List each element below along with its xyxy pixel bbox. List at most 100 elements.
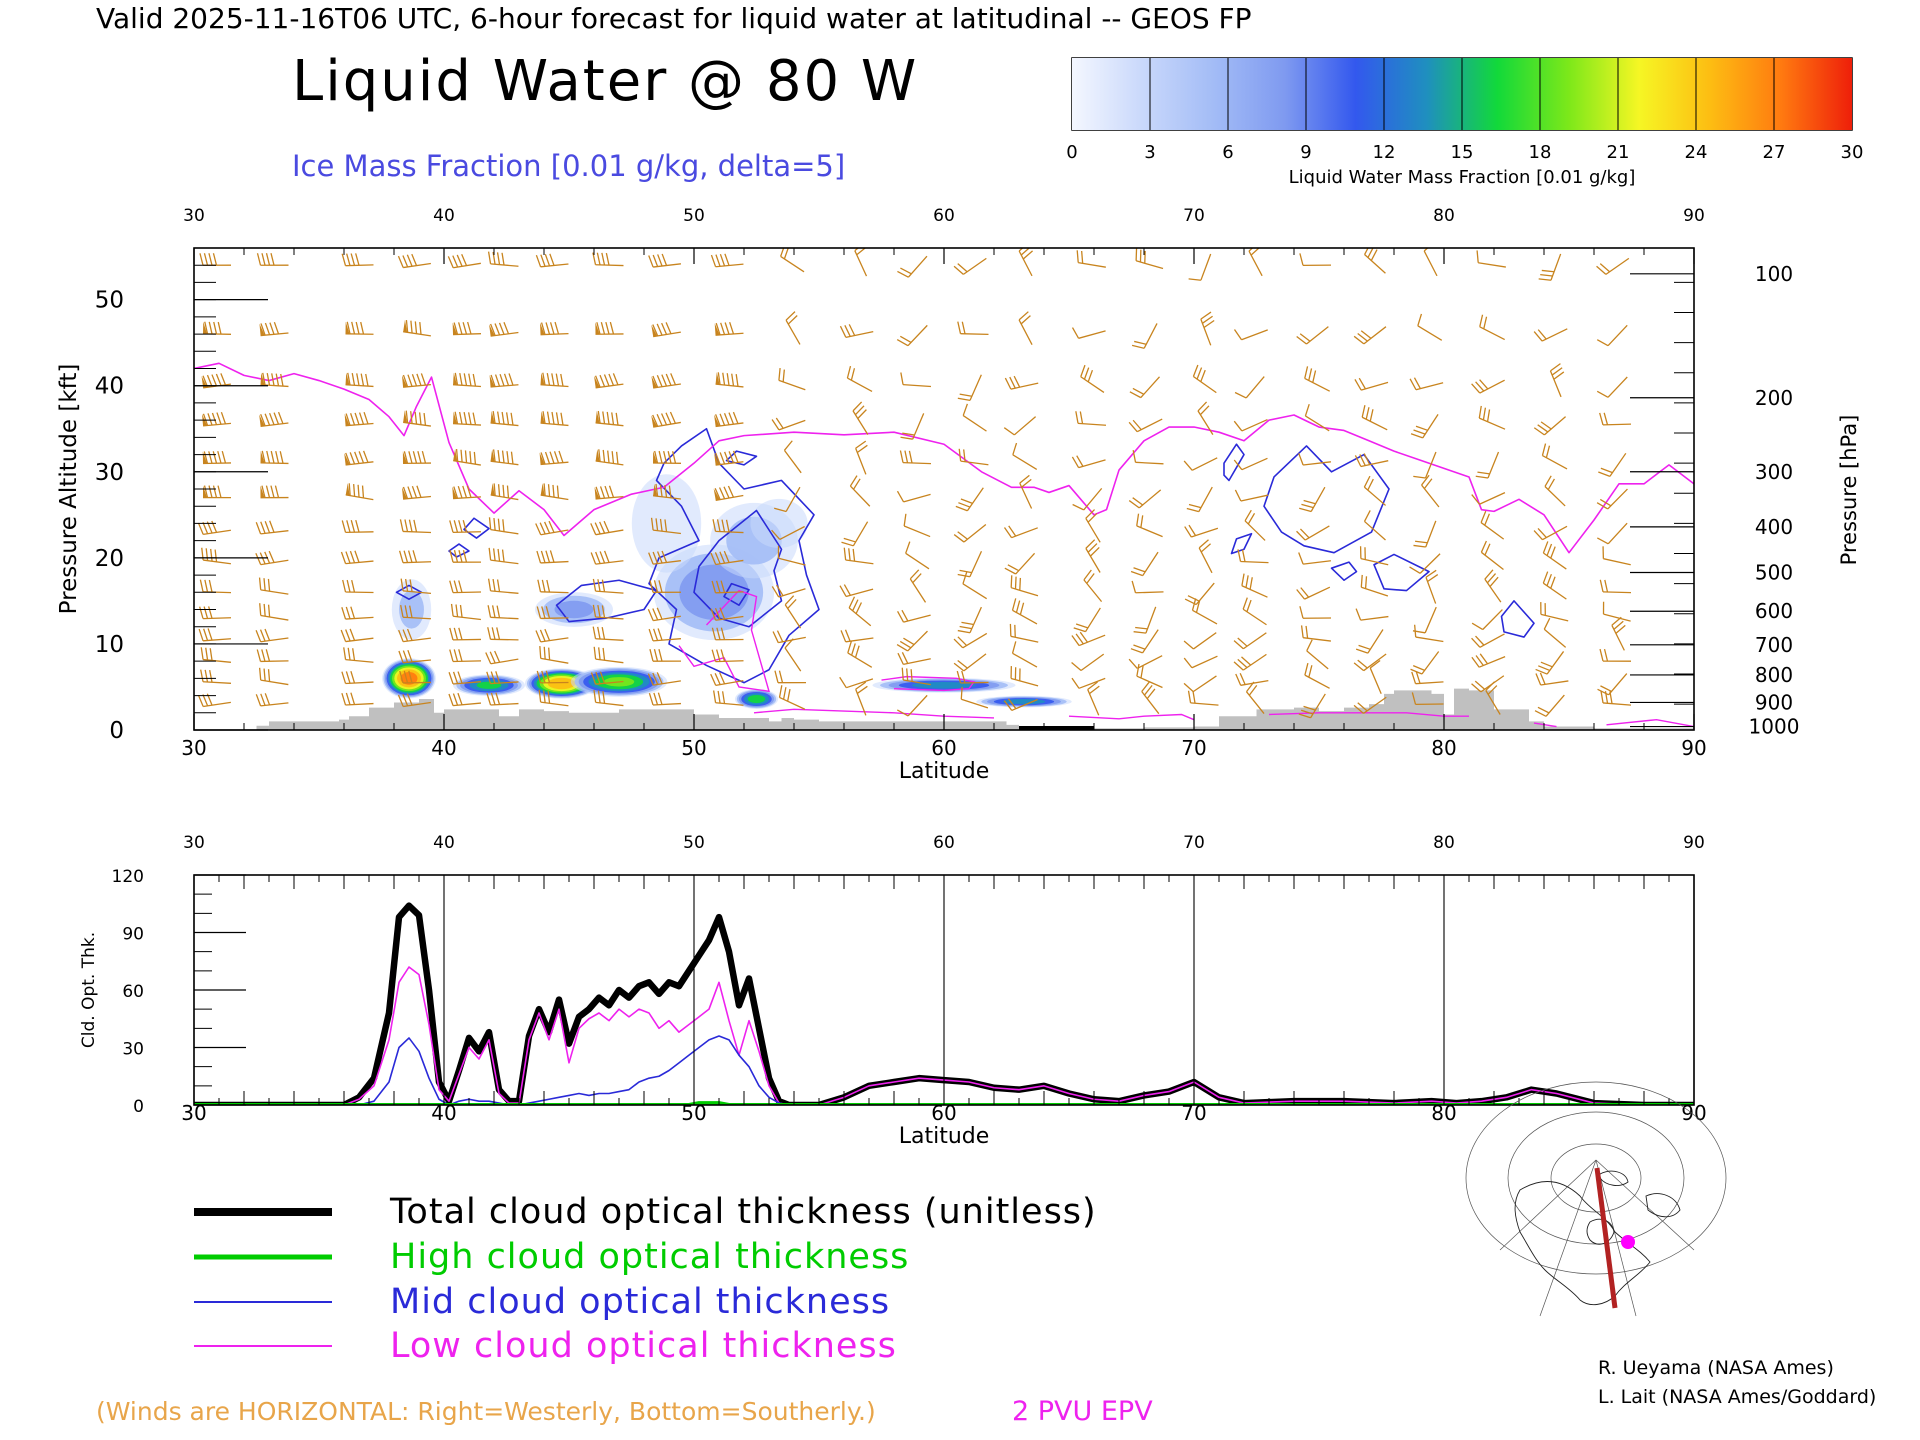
- liquid-water-blob: [554, 600, 594, 619]
- colorbar-tick-label: 15: [1451, 142, 1474, 163]
- winds-note: (Winds are HORIZONTAL: Right=Westerly, B…: [96, 1397, 876, 1426]
- y-tick-label: 30: [95, 460, 124, 486]
- epv-low-contour: [1533, 722, 1557, 728]
- wind-barb: [771, 525, 805, 540]
- bottom-y-tick-label: 30: [122, 1040, 144, 1060]
- epv-low-contour: [1068, 713, 1195, 721]
- pressure-tick-label: 900: [1755, 690, 1793, 714]
- wind-barb: [712, 519, 744, 534]
- wind-barb: [710, 672, 744, 687]
- x-tick-label-top: 60: [933, 206, 955, 226]
- wind-barb: [1010, 666, 1039, 687]
- wind-barb: [489, 322, 519, 337]
- wind-barb: [401, 485, 432, 500]
- wind-barb: [896, 490, 931, 503]
- wind-barb: [1425, 569, 1439, 604]
- wind-barb: [1543, 617, 1567, 648]
- liquid-water-blob: [547, 677, 576, 690]
- epv-low-contour: [753, 708, 995, 719]
- wind-barb: [896, 694, 928, 717]
- colorbar-tick-label: 12: [1373, 142, 1396, 163]
- wind-barb: [341, 519, 374, 533]
- wind-barb: [1409, 377, 1444, 391]
- wind-barb: [1599, 412, 1632, 426]
- wind-barb: [400, 604, 432, 620]
- wind-barb: [487, 578, 519, 594]
- wind-barb: [711, 627, 744, 641]
- legend-label-mid: Mid cloud optical thickness: [390, 1282, 890, 1322]
- wind-barb: [1361, 405, 1388, 431]
- wind-barb: [1242, 597, 1267, 626]
- wind-barb: [1136, 513, 1163, 538]
- wind-barb: [487, 251, 519, 267]
- wind-barb: [593, 646, 624, 664]
- wind-barb: [1598, 452, 1627, 477]
- wind-barb: [1009, 623, 1039, 643]
- wind-barb: [1611, 616, 1626, 651]
- wind-barb: [341, 671, 374, 685]
- wind-barb: [197, 520, 231, 536]
- wind-barb: [650, 517, 681, 535]
- wind-barb: [399, 670, 432, 684]
- wind-barb: [785, 311, 801, 345]
- wind-barb: [1542, 541, 1567, 570]
- wind-barb: [399, 519, 432, 534]
- wind-barb: [489, 373, 519, 388]
- legend-label-low: Low cloud optical thickness: [390, 1326, 897, 1366]
- wind-barb: [1072, 487, 1103, 511]
- wind-barb: [1413, 520, 1437, 548]
- wind-barb: [590, 550, 624, 565]
- wind-barb: [1544, 475, 1566, 507]
- wind-barb: [344, 412, 374, 427]
- wind-barb: [1083, 569, 1103, 603]
- wind-barb: [1596, 522, 1628, 545]
- wind-barb: [1596, 324, 1628, 347]
- wind-barb: [1003, 416, 1037, 436]
- wind-barb: [1128, 418, 1163, 433]
- wind-barb: [1300, 625, 1331, 642]
- wind-barb: [855, 440, 868, 475]
- wind-barb: [1183, 675, 1217, 693]
- wind-barb: [592, 252, 624, 267]
- wind-barb: [1233, 329, 1268, 341]
- wind-barb: [1129, 376, 1161, 399]
- x-tick-label: 50: [681, 736, 706, 760]
- bottom-y-tick-label: 120: [112, 867, 144, 887]
- x-tick-label: 80: [1431, 736, 1456, 760]
- wind-barb: [260, 372, 289, 388]
- wind-barb: [953, 524, 987, 543]
- wind-barb: [538, 689, 569, 707]
- ice-contour: [463, 517, 490, 539]
- wind-barb: [1471, 492, 1506, 505]
- wind-barb: [899, 450, 932, 465]
- epv-low-contour: [678, 589, 770, 693]
- pressure-tick-label: 600: [1755, 599, 1793, 623]
- wind-barb: [259, 603, 289, 621]
- wind-barb: [1538, 253, 1562, 281]
- wind-barb: [1071, 455, 1106, 469]
- wind-barb: [1363, 475, 1387, 506]
- wind-barb: [485, 650, 519, 665]
- wind-barb: [1363, 510, 1386, 541]
- wind-barb: [957, 321, 989, 336]
- wind-barb: [449, 649, 482, 663]
- pressure-tick-label: 500: [1755, 560, 1793, 584]
- epv-low-contour: [1606, 718, 1694, 728]
- wind-barb: [852, 401, 869, 435]
- colorbar-tick-label: 21: [1607, 142, 1630, 163]
- wind-barb: [953, 257, 987, 275]
- wind-barb: [341, 606, 374, 620]
- bottom-x-tick-label-top: 50: [683, 833, 705, 853]
- wind-barb: [449, 550, 482, 563]
- wind-barb: [1359, 546, 1389, 566]
- wind-barb: [449, 627, 482, 641]
- wind-barb: [1596, 488, 1628, 510]
- wind-barb: [897, 609, 931, 623]
- wind-barb: [1071, 631, 1106, 647]
- pressure-tick-label: 200: [1755, 386, 1793, 410]
- wind-barb: [1533, 416, 1567, 436]
- cross-section-ylabel: Pressure Altitude [kft]: [56, 364, 82, 615]
- wind-barb: [1484, 569, 1502, 603]
- wind-barb: [1353, 326, 1387, 345]
